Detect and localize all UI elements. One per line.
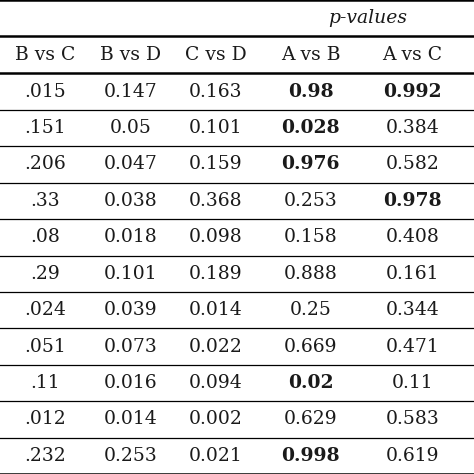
- Text: 0.038: 0.038: [103, 192, 157, 210]
- Text: 0.992: 0.992: [383, 82, 442, 100]
- Text: 0.101: 0.101: [189, 119, 243, 137]
- Text: 0.976: 0.976: [281, 155, 340, 173]
- Text: .29: .29: [30, 265, 60, 283]
- Text: .151: .151: [24, 119, 66, 137]
- Text: B vs C: B vs C: [15, 46, 75, 64]
- Text: 0.159: 0.159: [189, 155, 243, 173]
- Text: 0.471: 0.471: [385, 337, 439, 356]
- Text: 0.073: 0.073: [103, 337, 157, 356]
- Text: 0.408: 0.408: [385, 228, 439, 246]
- Text: 0.998: 0.998: [281, 447, 340, 465]
- Text: 0.583: 0.583: [385, 410, 439, 428]
- Text: 0.05: 0.05: [109, 119, 151, 137]
- Text: 0.163: 0.163: [189, 82, 242, 100]
- Text: .015: .015: [24, 82, 66, 100]
- Text: 0.022: 0.022: [189, 337, 243, 356]
- Text: .024: .024: [24, 301, 66, 319]
- Text: 0.02: 0.02: [288, 374, 333, 392]
- Text: 0.014: 0.014: [189, 301, 243, 319]
- Text: 0.888: 0.888: [283, 265, 337, 283]
- Text: A vs C: A vs C: [383, 46, 442, 64]
- Text: .08: .08: [30, 228, 60, 246]
- Text: 0.101: 0.101: [103, 265, 157, 283]
- Text: 0.368: 0.368: [189, 192, 243, 210]
- Text: 0.094: 0.094: [189, 374, 243, 392]
- Text: B vs D: B vs D: [100, 46, 161, 64]
- Text: 0.253: 0.253: [283, 192, 337, 210]
- Text: 0.189: 0.189: [189, 265, 243, 283]
- Text: 0.629: 0.629: [283, 410, 337, 428]
- Text: 0.344: 0.344: [385, 301, 439, 319]
- Text: .33: .33: [30, 192, 60, 210]
- Text: 0.047: 0.047: [103, 155, 157, 173]
- Text: 0.016: 0.016: [103, 374, 157, 392]
- Text: C vs D: C vs D: [185, 46, 246, 64]
- Text: .012: .012: [24, 410, 66, 428]
- Text: 0.147: 0.147: [103, 82, 157, 100]
- Text: 0.014: 0.014: [103, 410, 157, 428]
- Text: 0.11: 0.11: [392, 374, 433, 392]
- Text: 0.253: 0.253: [103, 447, 157, 465]
- Text: 0.98: 0.98: [288, 82, 333, 100]
- Text: .051: .051: [24, 337, 66, 356]
- Text: 0.021: 0.021: [189, 447, 243, 465]
- Text: 0.002: 0.002: [189, 410, 243, 428]
- Text: 0.161: 0.161: [386, 265, 439, 283]
- Text: 0.978: 0.978: [383, 192, 442, 210]
- Text: 0.018: 0.018: [103, 228, 157, 246]
- Text: A vs B: A vs B: [281, 46, 340, 64]
- Text: 0.384: 0.384: [385, 119, 439, 137]
- Text: .232: .232: [24, 447, 66, 465]
- Text: p-values: p-values: [328, 9, 408, 27]
- Text: 0.619: 0.619: [386, 447, 439, 465]
- Text: 0.669: 0.669: [284, 337, 337, 356]
- Text: 0.028: 0.028: [281, 119, 340, 137]
- Text: 0.098: 0.098: [189, 228, 243, 246]
- Text: .206: .206: [24, 155, 66, 173]
- Text: 0.158: 0.158: [283, 228, 337, 246]
- Text: 0.25: 0.25: [290, 301, 331, 319]
- Text: 0.039: 0.039: [103, 301, 157, 319]
- Text: .11: .11: [30, 374, 60, 392]
- Text: 0.582: 0.582: [385, 155, 439, 173]
